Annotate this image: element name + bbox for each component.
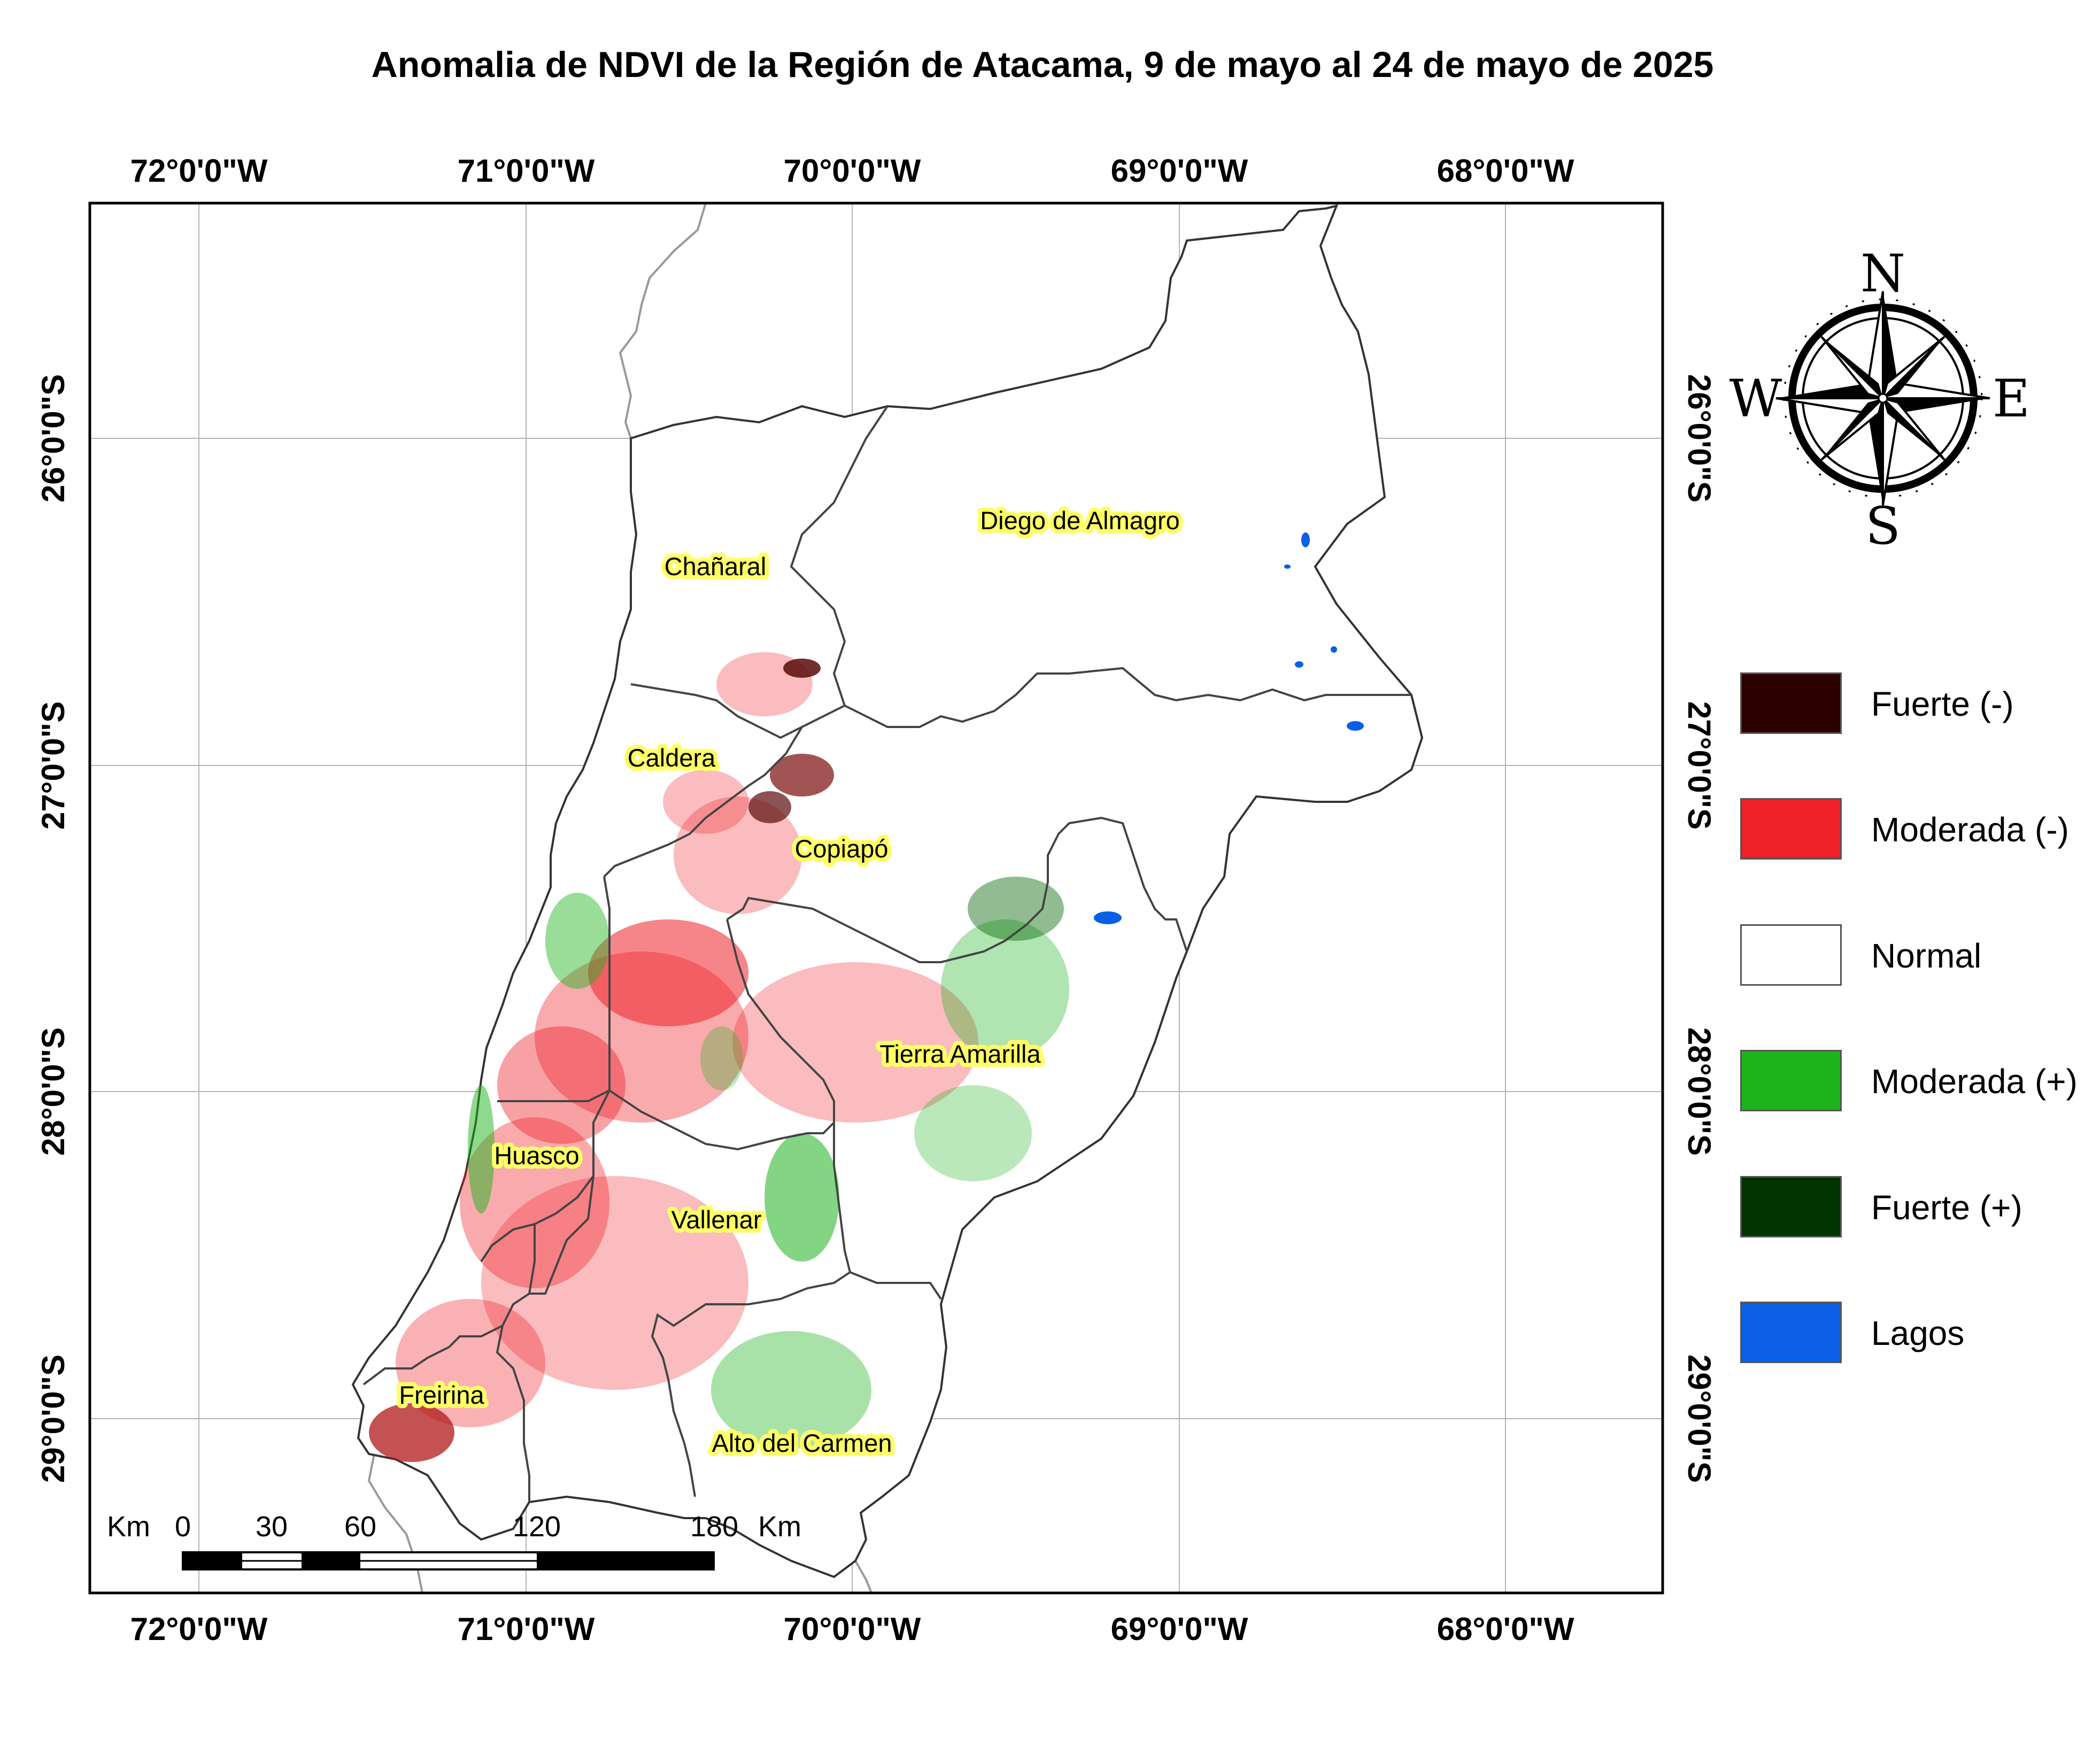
latitude-label: 27°0'0"S bbox=[1681, 701, 1717, 830]
map-frame-border bbox=[88, 202, 1664, 1595]
longitude-label: 68°0'0"W bbox=[1437, 153, 1574, 189]
compass-west: W bbox=[1729, 369, 1782, 429]
longitude-label: 69°0'0"W bbox=[1111, 153, 1248, 189]
legend-swatch bbox=[1740, 672, 1842, 734]
latitude-label: 26°0'0"S bbox=[35, 374, 71, 502]
commune-label-copiapo: Copiapó bbox=[794, 834, 888, 863]
scale-unit-right: Km bbox=[758, 1511, 801, 1543]
latitude-labels-left: 26°0'0"S 27°0'0"S 28°0'0"S 29°0'0"S bbox=[35, 374, 71, 1483]
international-border bbox=[619, 203, 707, 439]
longitude-label: 72°0'0"W bbox=[130, 153, 268, 189]
commune-label-diego-de-almagro: Diego de Almagro bbox=[980, 506, 1180, 535]
legend-swatch bbox=[1740, 924, 1842, 986]
latitude-label: 29°0'0"S bbox=[1681, 1355, 1717, 1483]
legend-label: Fuerte (-) bbox=[1871, 685, 2014, 723]
latitude-label: 27°0'0"S bbox=[35, 701, 71, 830]
compass-rose: N S E W bbox=[1729, 244, 2030, 556]
longitude-labels-bottom: 72°0'0"W 71°0'0"W 70°0'0"W 69°0'0"W 68°0… bbox=[130, 1611, 1574, 1647]
longitude-label: 70°0'0"W bbox=[784, 153, 921, 189]
compass-north: N bbox=[1860, 244, 1905, 304]
region-outline bbox=[351, 204, 1424, 1579]
longitude-label: 70°0'0"W bbox=[784, 1611, 921, 1647]
scale-bar: Km 0 30 60 120 180 Km bbox=[107, 1511, 801, 1570]
commune-label-caldera: Caldera bbox=[628, 744, 716, 772]
commune-boundaries bbox=[362, 405, 1411, 1502]
scale-tick-label: 60 bbox=[344, 1511, 376, 1543]
latitude-labels-right: 26°0'0"S 27°0'0"S 28°0'0"S 29°0'0"S bbox=[1681, 374, 1717, 1483]
compass-east: E bbox=[1993, 369, 2030, 429]
commune-label-tierra-amarilla: Tierra Amarilla bbox=[879, 1040, 1041, 1068]
scale-tick-label: 0 bbox=[175, 1511, 191, 1543]
longitude-label: 69°0'0"W bbox=[1111, 1611, 1248, 1647]
page-title: Anomalia de NDVI de la Región de Atacama… bbox=[371, 44, 1714, 85]
ndvi-anomaly-layer bbox=[369, 652, 1069, 1462]
compass-south: S bbox=[1865, 496, 1901, 556]
longitude-label: 71°0'0"W bbox=[458, 1611, 595, 1647]
latitude-label: 28°0'0"S bbox=[1681, 1027, 1717, 1156]
international-border-south-east bbox=[854, 1560, 872, 1593]
scale-tick-label: 180 bbox=[690, 1511, 738, 1543]
commune-label-huasco: Huasco bbox=[494, 1141, 579, 1170]
longitude-labels-top: 72°0'0"W 71°0'0"W 70°0'0"W 69°0'0"W 68°0… bbox=[130, 153, 1574, 189]
commune-labels: Diego de Almagro Chañaral Caldera Copiap… bbox=[395, 502, 1184, 1461]
longitude-label: 71°0'0"W bbox=[458, 153, 595, 189]
legend-label: Fuerte (+) bbox=[1871, 1188, 2022, 1227]
commune-label-alto-del-carmen: Alto del Carmen bbox=[712, 1429, 892, 1457]
international-border-south bbox=[367, 1453, 423, 1593]
commune-label-chanaral: Chañaral bbox=[665, 552, 767, 581]
longitude-label: 72°0'0"W bbox=[130, 1611, 268, 1647]
legend-label: Moderada (+) bbox=[1871, 1062, 2078, 1101]
legend-swatch bbox=[1740, 1176, 1842, 1237]
latitude-label: 29°0'0"S bbox=[35, 1355, 71, 1483]
scale-unit-left: Km bbox=[107, 1511, 150, 1543]
lakes-layer bbox=[1094, 532, 1364, 924]
latitude-label: 26°0'0"S bbox=[1681, 374, 1717, 502]
longitude-label: 68°0'0"W bbox=[1437, 1611, 1574, 1647]
legend-swatch bbox=[1740, 798, 1842, 860]
legend-swatch bbox=[1740, 1050, 1842, 1111]
latitude-label: 28°0'0"S bbox=[35, 1027, 71, 1156]
scale-tick-label: 30 bbox=[256, 1511, 288, 1543]
legend-label: Lagos bbox=[1871, 1314, 1965, 1352]
legend-label: Normal bbox=[1871, 937, 1982, 975]
commune-label-freirina: Freirina bbox=[399, 1381, 484, 1409]
legend-label: Moderada (-) bbox=[1871, 810, 2069, 849]
legend-swatch bbox=[1740, 1302, 1842, 1363]
scale-tick-label: 120 bbox=[513, 1511, 561, 1543]
commune-label-vallenar: Vallenar bbox=[671, 1205, 762, 1234]
